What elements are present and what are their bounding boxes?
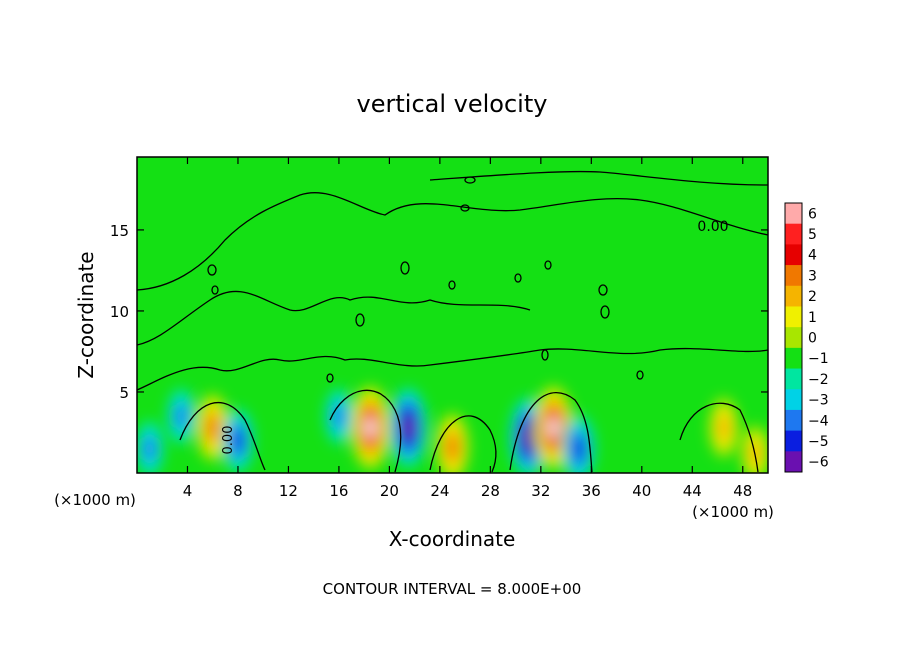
contour-label: 0.00 <box>221 426 236 455</box>
colorbar-frame <box>784 202 803 473</box>
field-cell <box>436 413 469 473</box>
field-cell <box>196 393 230 462</box>
plot-frame <box>136 156 769 474</box>
y-axis-label: Z-coordinate <box>74 251 98 378</box>
colorbar-swatch <box>785 389 802 411</box>
plot-area: 0.00 0.00 <box>136 156 769 474</box>
colorbar-swatch <box>785 347 802 370</box>
colorbar-swatch <box>785 306 802 328</box>
field-cell-contour <box>332 404 345 429</box>
x-tick-label: 16 <box>329 482 348 500</box>
field-cell <box>324 388 353 445</box>
field-cell-contour <box>365 417 375 438</box>
field-cell-contour <box>548 417 558 438</box>
x-tick-label: 20 <box>380 482 399 500</box>
colorbar-swatch <box>785 409 802 432</box>
colorbar-tick-label: 2 <box>808 289 817 305</box>
x-tick-label: 32 <box>531 482 550 500</box>
x-tick-label: 44 <box>683 482 702 500</box>
y-tick-label: 5 <box>119 384 129 402</box>
field-cell <box>389 387 428 468</box>
x-unit-right: (×1000 m) <box>692 503 774 521</box>
x-axis-label: X-coordinate <box>389 527 516 551</box>
contour-interval-note: CONTOUR INTERVAL = 8.000E+00 <box>323 580 582 598</box>
colorbar-tick-label: −4 <box>808 413 829 429</box>
x-tick-label: 28 <box>481 482 500 500</box>
colorbar-swatch <box>785 265 802 287</box>
colorbar-tick-label: 0 <box>808 331 817 347</box>
colorbar-swatch <box>785 244 802 266</box>
x-tick-label: 8 <box>233 482 243 500</box>
colorbar: 6 5 4 3 2 1 0 −1 −2 −3 −4 −5 −6 <box>784 202 829 473</box>
colorbar-swatch <box>785 285 802 307</box>
colorbar-tick-label: −1 <box>808 351 829 367</box>
x-tick-label: 4 <box>183 482 193 500</box>
field-cell-contour <box>175 404 188 429</box>
x-tick-label: 48 <box>733 482 752 500</box>
colorbar-swatch <box>785 223 802 245</box>
colorbar-swatch <box>785 327 802 349</box>
colorbar-tick-label: −6 <box>808 455 829 471</box>
field-cell <box>222 408 254 473</box>
colorbar-tick-label: 6 <box>808 206 817 222</box>
colorbar-tick-label: −3 <box>808 393 829 409</box>
x-axis: 4 8 12 16 20 24 28 32 36 40 44 48 <box>183 157 752 500</box>
field-cell <box>350 385 391 470</box>
x-unit-left: (×1000 m) <box>54 491 136 509</box>
field-cell-contour <box>143 436 156 461</box>
x-tick-label: 24 <box>430 482 449 500</box>
zero-contours <box>137 170 768 473</box>
colorbar-tick-label: 5 <box>808 227 817 243</box>
colorbar-swatch <box>785 368 802 390</box>
field-cell-contour <box>717 414 731 441</box>
field-cell-contour <box>573 437 585 461</box>
chart-title: vertical velocity <box>357 90 548 118</box>
x-tick-label: 36 <box>582 482 601 500</box>
field-cell-contour <box>523 428 533 447</box>
colorbar-swatch <box>785 451 802 473</box>
field-cell-contour <box>232 429 244 452</box>
field-cell-contour <box>447 435 458 459</box>
colorbar-tick-label: 4 <box>808 248 817 264</box>
field-cell <box>709 397 739 458</box>
colorbar-tick-label: −2 <box>808 372 829 388</box>
y-axis: 5 10 15 <box>110 222 768 402</box>
field-cell <box>137 420 164 473</box>
x-tick-label: 12 <box>279 482 298 500</box>
contour-label: 0.00 <box>697 219 728 235</box>
y-tick-label: 15 <box>110 222 129 240</box>
colorbar-tick-label: −5 <box>808 434 829 450</box>
velocity-field <box>137 385 768 473</box>
field-cell-contour <box>403 418 413 437</box>
colorbar-swatch <box>785 203 802 225</box>
field-cell-contour <box>207 416 219 439</box>
x-tick-label: 40 <box>632 482 651 500</box>
colorbar-tick-label: 3 <box>808 268 817 284</box>
y-tick-label: 10 <box>110 303 129 321</box>
colorbar-swatch <box>785 430 802 452</box>
colorbar-tick-label: 1 <box>808 310 817 326</box>
